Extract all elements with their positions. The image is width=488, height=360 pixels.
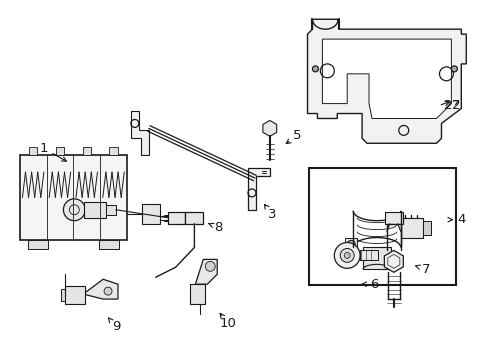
Polygon shape: [247, 168, 269, 210]
Bar: [359, 251, 377, 260]
Bar: [190, 284, 205, 304]
Text: 8: 8: [214, 221, 222, 234]
Text: 2: 2: [451, 99, 460, 112]
Text: 10: 10: [219, 318, 236, 330]
Text: 7: 7: [422, 263, 430, 276]
Circle shape: [340, 248, 353, 262]
Bar: [20, 155, 127, 239]
Circle shape: [334, 243, 359, 268]
Bar: [400, 218, 422, 238]
Text: 2: 2: [443, 99, 452, 112]
Polygon shape: [263, 121, 276, 136]
Text: 5: 5: [293, 129, 301, 142]
Circle shape: [312, 66, 318, 72]
Polygon shape: [195, 260, 217, 284]
Text: 1: 1: [39, 142, 48, 155]
Bar: [56, 147, 64, 155]
Bar: [384, 212, 402, 224]
Polygon shape: [131, 111, 148, 155]
Bar: [362, 247, 390, 269]
Bar: [84, 202, 106, 218]
Circle shape: [205, 261, 215, 271]
Bar: [309, 168, 455, 285]
Polygon shape: [384, 251, 403, 272]
Bar: [99, 239, 119, 249]
Text: 9: 9: [112, 320, 120, 333]
Bar: [167, 212, 185, 224]
Bar: [61, 289, 65, 301]
Circle shape: [450, 66, 456, 72]
Bar: [109, 147, 117, 155]
Circle shape: [344, 252, 349, 258]
Text: 3: 3: [267, 208, 275, 221]
Bar: [29, 147, 37, 155]
Circle shape: [104, 287, 112, 295]
Bar: [185, 212, 203, 224]
Bar: [345, 238, 356, 252]
Bar: [65, 286, 85, 304]
Polygon shape: [307, 19, 466, 143]
Text: 6: 6: [369, 278, 377, 291]
Bar: [106, 205, 116, 215]
Bar: [82, 147, 91, 155]
Bar: [28, 239, 47, 249]
Bar: [422, 221, 429, 235]
Text: 4: 4: [456, 213, 465, 226]
Circle shape: [63, 199, 85, 221]
Bar: [142, 204, 160, 224]
Polygon shape: [322, 39, 450, 118]
Polygon shape: [83, 279, 118, 299]
